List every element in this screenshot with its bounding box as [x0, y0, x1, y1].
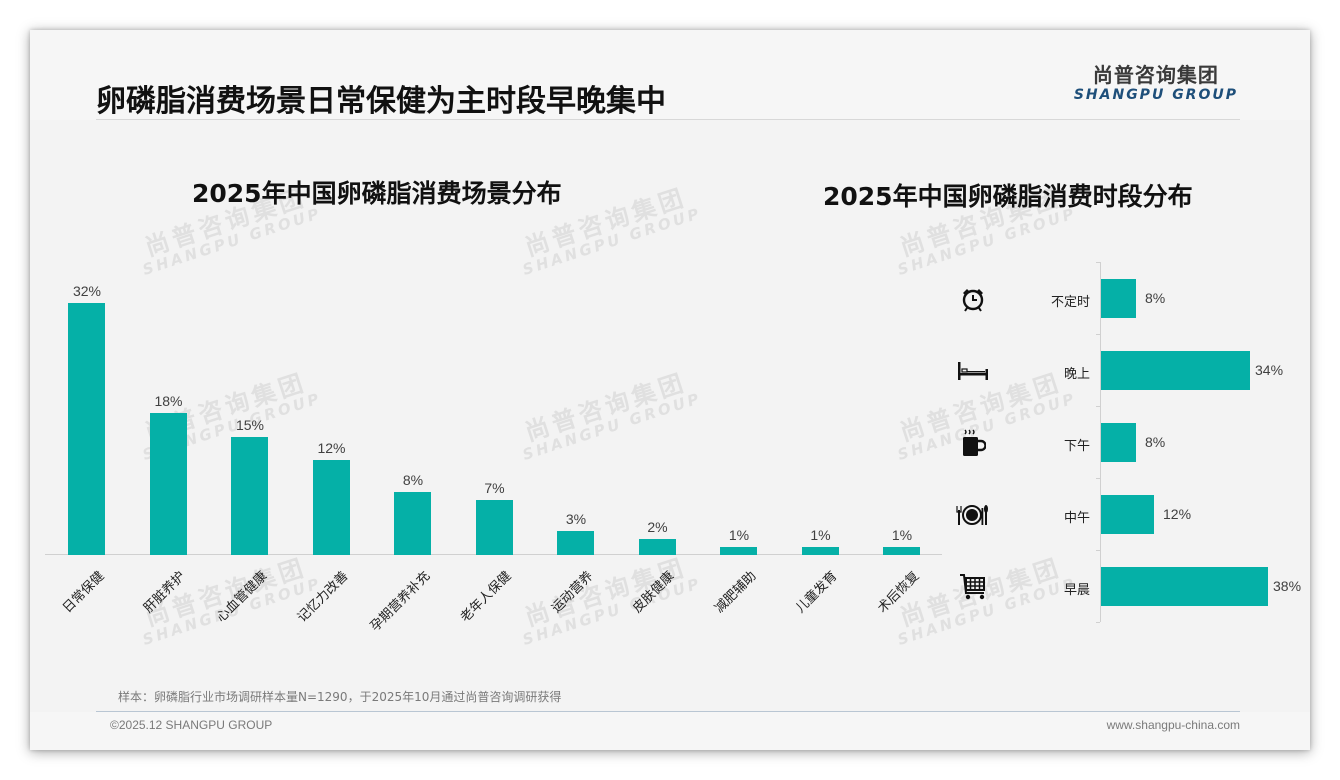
- logo-en: SHANGPU GROUP: [1073, 87, 1238, 103]
- slide-header-band: [30, 30, 1310, 120]
- footer-divider: [96, 711, 1240, 712]
- category-label: 孕期营养补充: [367, 568, 434, 635]
- bar-value-label: 1%: [810, 527, 831, 543]
- category-label: 减肥辅助: [712, 568, 760, 617]
- bar: [394, 492, 431, 555]
- alarm-clock-icon: [956, 284, 990, 314]
- bar-value-label: 3%: [565, 511, 587, 527]
- axis-tick: [1096, 622, 1100, 623]
- slide: 尚普咨询集团 SHANGPU GROUP 尚普咨询集团 SHANGPU GROUP …: [30, 30, 1310, 750]
- category-label: 运动营养: [549, 568, 597, 617]
- bar: [312, 460, 350, 555]
- category-label: 不定时: [1050, 295, 1090, 310]
- bar-value-label: 32%: [72, 283, 102, 299]
- footer-band: [30, 712, 1310, 750]
- coffee-cup-icon: [956, 428, 990, 458]
- bar-value-label: 18%: [154, 393, 183, 409]
- bar: [638, 539, 676, 555]
- bar: [1101, 567, 1268, 606]
- bar: [1101, 351, 1250, 390]
- bar-value-label: 1%: [728, 527, 750, 543]
- category-label: 术后恢复: [875, 568, 923, 617]
- category-label: 老年人保健: [458, 568, 515, 626]
- bar: [475, 500, 513, 555]
- axis-tick: [1096, 406, 1100, 407]
- bar-value-label: 1%: [891, 527, 913, 543]
- category-label: 心血管健康: [213, 568, 271, 626]
- bar: [720, 547, 757, 555]
- bar-value-label: 38%: [1273, 578, 1302, 594]
- bar: [231, 437, 268, 555]
- website: www.shangpu-china.com: [1106, 718, 1240, 732]
- category-label: 早晨: [1063, 583, 1090, 598]
- logo-cn: 尚普咨询集团: [1092, 63, 1219, 87]
- title-divider: [96, 119, 1240, 120]
- category-label: 中午: [1063, 511, 1090, 526]
- category-label: 儿童发育: [793, 568, 841, 617]
- page-title: 卵磷脂消费场景日常保健为主时段早晚集中: [96, 84, 666, 119]
- bed-icon: [956, 356, 990, 386]
- category-label: 记忆力改善: [295, 568, 352, 626]
- bar: [1101, 495, 1154, 534]
- axis-tick: [1096, 478, 1100, 479]
- bar: [883, 547, 920, 555]
- bar: [801, 547, 839, 555]
- plate-cutlery-icon: [956, 500, 990, 530]
- scene-bar-chart: 32% 日常保健 18% 肝脏养护 15% 心血管健康 12% 记忆力改善 8% 孕期营养补充 7%…: [45, 270, 942, 635]
- bar: [557, 531, 594, 555]
- bar-value-label: 15%: [235, 417, 265, 433]
- company-logo: 尚普咨询集团 SHANGPU GROUP: [1074, 63, 1238, 103]
- category-label: 日常保健: [60, 568, 108, 617]
- time-chart-title: 2025年中国卵磷脂消费时段分布: [823, 182, 1193, 211]
- category-label: 下午: [1063, 439, 1090, 454]
- axis-tick: [1096, 550, 1100, 551]
- bar-value-label: 7%: [484, 480, 505, 496]
- axis-tick: [1096, 262, 1100, 263]
- bar-value-label: 12%: [1163, 506, 1192, 522]
- category-label: 皮肤健康: [630, 568, 678, 617]
- bar-value-label: 8%: [402, 472, 424, 488]
- category-label: 晚上: [1063, 367, 1090, 382]
- axis-tick: [1096, 334, 1100, 335]
- scene-chart-title: 2025年中国卵磷脂消费场景分布: [192, 179, 562, 208]
- bar: [1101, 279, 1136, 318]
- shopping-cart-icon: [956, 572, 990, 602]
- bar-value-label: 8%: [1145, 290, 1166, 306]
- bar-value-label: 8%: [1145, 434, 1166, 450]
- sample-note: 样本：卵磷脂行业市场调研样本量N=1290，于2025年10月通过尚普咨询调研获…: [118, 690, 562, 704]
- bar-value-label: 2%: [647, 519, 668, 535]
- category-label: 肝脏养护: [141, 568, 189, 617]
- bar-value-label: 34%: [1255, 362, 1284, 378]
- bar: [149, 413, 187, 555]
- bar-value-label: 12%: [317, 440, 346, 456]
- bar: [1101, 423, 1136, 462]
- bar: [68, 303, 105, 555]
- watermark: 尚普咨询集团 SHANGPU GROUP: [520, 553, 704, 650]
- y-axis: [1100, 262, 1101, 622]
- copyright: ©2025.12 SHANGPU GROUP: [110, 718, 273, 732]
